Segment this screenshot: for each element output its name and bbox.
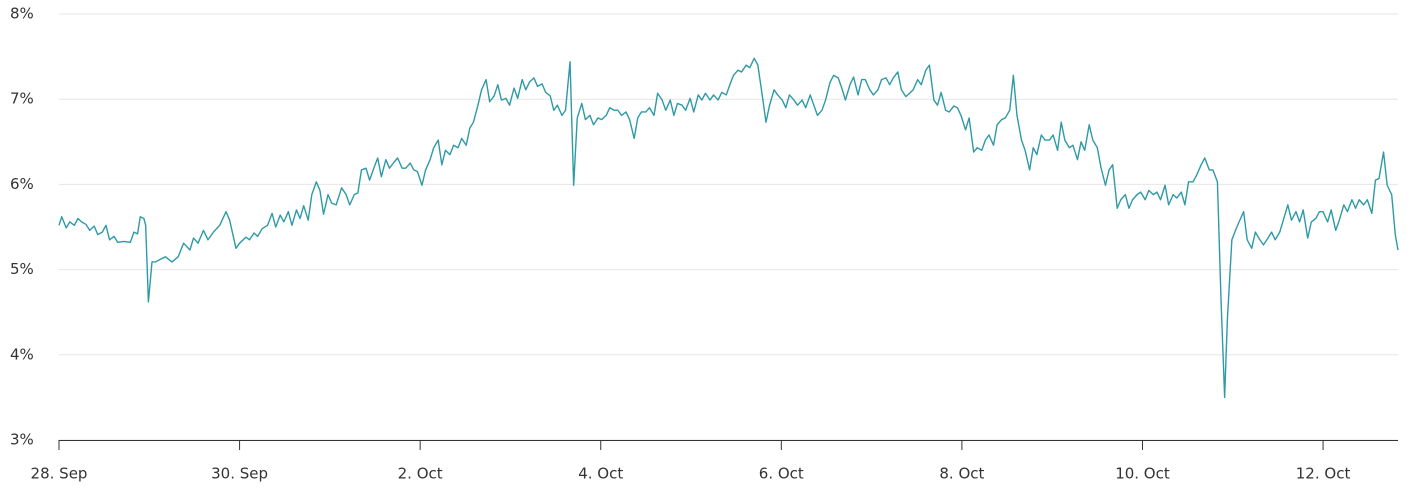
x-tick-label: 6. Oct	[759, 465, 804, 483]
y-tick-label: 4%	[10, 345, 34, 363]
x-tick-label: 12. Oct	[1296, 465, 1351, 483]
x-tick-label: 28. Sep	[31, 465, 88, 483]
line	[58, 57, 1399, 399]
x-tick-label: 10. Oct	[1115, 465, 1170, 483]
x-tick-label: 2. Oct	[398, 465, 443, 483]
x-tick-label: 30. Sep	[211, 465, 268, 483]
y-tick-label: 8%	[10, 5, 34, 23]
y-tick-label: 6%	[10, 175, 34, 193]
x-tick-label: 8. Oct	[939, 465, 984, 483]
y-tick-label: 7%	[10, 90, 34, 108]
y-tick-label: 5%	[10, 260, 34, 278]
y-tick-label: 3%	[10, 431, 34, 449]
x-tick-label: 4. Oct	[578, 465, 623, 483]
